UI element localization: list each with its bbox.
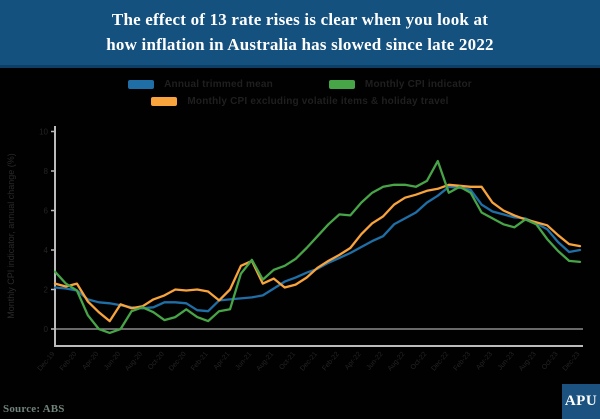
x-tick-label: Feb-22 <box>321 351 341 373</box>
x-tick-label: Aug-21 <box>255 351 275 373</box>
x-tick-label: Apr-22 <box>344 351 363 372</box>
x-tick-label: Oct-20 <box>147 351 166 372</box>
legend-item-monthly-cpi-indicator: Monthly CPI indicator <box>328 79 472 90</box>
y-axis-title: Monthly CPI indicator, annual change (%) <box>6 153 16 319</box>
source-attribution: Source: ABS <box>3 403 65 415</box>
y-tick-label: 8 <box>44 167 49 176</box>
legend-label: Monthly CPI excluding volatile items & h… <box>187 96 449 107</box>
y-tick-label: 0 <box>44 325 49 334</box>
legend-row-1: Annual trimmed mean Monthly CPI indicato… <box>0 76 600 93</box>
x-tick-label: Dec-20 <box>168 351 188 373</box>
legend-label: Annual trimmed mean <box>164 79 273 90</box>
publisher-logo: APU <box>562 384 600 419</box>
y-tick-label: 6 <box>44 207 49 216</box>
x-tick-label: Jun-22 <box>366 351 385 372</box>
x-tick-label: Dec-22 <box>430 351 450 373</box>
x-tick-label: Dec-23 <box>562 351 582 373</box>
legend-swatch-orange-icon <box>151 97 178 106</box>
x-tick-label: Dec-19 <box>37 351 57 373</box>
x-tick-label: Jun-23 <box>497 351 516 372</box>
title-banner: The effect of 13 rate rises is clear whe… <box>0 0 600 68</box>
series-line-annual-trimmed-mean <box>53 185 582 313</box>
chart-legend: Annual trimmed mean Monthly CPI indicato… <box>0 76 600 110</box>
x-tick-label: Jun-20 <box>103 351 122 372</box>
x-tick-label: Apr-20 <box>81 351 100 372</box>
x-tick-label: Dec-21 <box>299 351 319 373</box>
x-tick-label: Oct-22 <box>410 351 429 372</box>
legend-label: Monthly CPI indicator <box>364 79 472 90</box>
x-tick-label: Apr-21 <box>213 351 232 372</box>
x-tick-label: Oct-21 <box>278 351 297 372</box>
y-tick-label: 2 <box>44 286 49 295</box>
x-tick-label: Oct-23 <box>541 351 560 372</box>
legend-swatch-green-icon <box>328 80 355 89</box>
x-tick-label: Aug-22 <box>387 351 407 373</box>
x-tick-label: Feb-20 <box>59 351 79 373</box>
series-line-monthly-cpi-excluding-volatile-items-holiday-travel <box>53 183 582 323</box>
legend-swatch-blue-icon <box>128 80 155 89</box>
x-tick-label: Aug-20 <box>124 351 144 373</box>
series-line-monthly-cpi-indicator <box>53 159 582 335</box>
x-tick-label: Feb-23 <box>453 351 473 373</box>
chart-title-line-2: how inflation in Australia has slowed si… <box>106 34 494 54</box>
legend-item-cpi-excluding-volatile: Monthly CPI excluding volatile items & h… <box>151 96 448 107</box>
y-tick-label: 4 <box>44 246 49 255</box>
x-tick-label: Feb-21 <box>190 351 210 373</box>
legend-item-annual-trimmed-mean: Annual trimmed mean <box>128 79 273 90</box>
chart-title-line-1: The effect of 13 rate rises is clear whe… <box>111 10 489 30</box>
x-tick-label: Apr-23 <box>475 351 494 372</box>
publisher-logo-text: APU <box>564 393 598 409</box>
legend-row-2: Monthly CPI excluding volatile items & h… <box>0 93 600 110</box>
x-tick-label: Jun-21 <box>234 351 253 372</box>
x-tick-label: Aug-23 <box>518 351 538 373</box>
y-tick-label: 10 <box>39 128 48 137</box>
